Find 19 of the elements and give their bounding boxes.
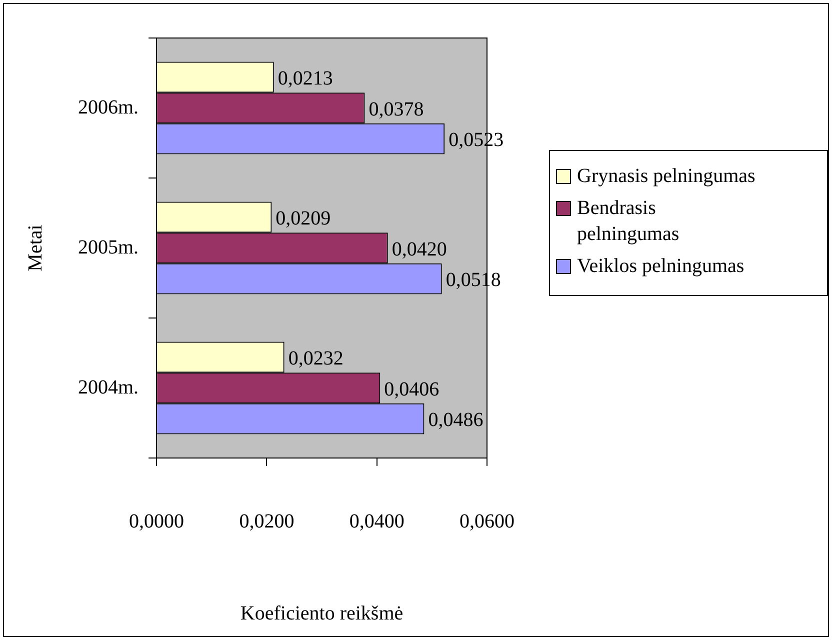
data-label: 0,0209 <box>276 207 331 230</box>
y-axis-title: Metai <box>24 224 46 272</box>
data-label: 0,0378 <box>368 98 424 120</box>
legend-label: Bendrasis pelningumas <box>577 196 680 247</box>
data-label: 0,0406 <box>384 378 440 400</box>
y-tick-label: 2004m. <box>78 376 139 398</box>
data-label: 0,0213 <box>278 67 333 90</box>
x-tick-label: 0,0000 <box>129 510 184 532</box>
y-tick-label: 2006m. <box>78 96 139 118</box>
data-label: 0,0232 <box>288 347 344 370</box>
data-label: 0,0420 <box>392 238 447 260</box>
x-axis-title: Koeficiento reikšmė <box>240 602 404 624</box>
data-label: 0,0486 <box>428 409 484 432</box>
legend-label: Veiklos pelningumas <box>577 254 744 279</box>
x-tick-label: 0,0400 <box>349 510 404 532</box>
x-tick-label: 0,0600 <box>460 510 514 532</box>
legend-label: Grynasis pelningumas <box>577 164 756 189</box>
x-tick-label: 0,0200 <box>239 510 294 532</box>
y-tick-label: 2005m. <box>78 236 139 258</box>
